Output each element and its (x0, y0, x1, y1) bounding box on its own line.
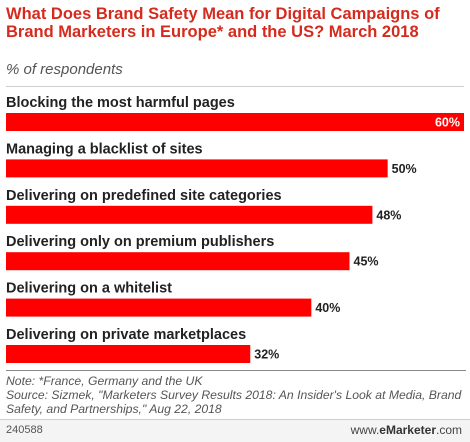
bar-chart: Blocking the most harmful pages 60% Managi… (6, 95, 464, 363)
bar (6, 252, 350, 271)
footnote: Note: *France, Germany and the UK Source… (6, 370, 466, 416)
value-label: 48% (376, 208, 401, 222)
value-label: 50% (392, 162, 417, 176)
footnote-note: Note: *France, Germany and the UK (6, 374, 203, 388)
footer: 240588 www.eMarketer.com (0, 419, 470, 442)
category-label: Blocking the most harmful pages (6, 95, 235, 111)
value-label: 45% (354, 255, 379, 269)
brand-link[interactable]: www.eMarketer.com (351, 423, 462, 437)
bar (6, 345, 251, 363)
brand-suffix: .com (435, 423, 462, 437)
chart-subtitle: % of respondents (6, 61, 123, 78)
bar (6, 205, 373, 224)
chart-title: What Does Brand Safety Mean for Digital … (6, 5, 440, 41)
category-label: Delivering on a whitelist (6, 281, 172, 297)
footnote-source: Source: Sizmek, "Marketers Survey Result… (6, 388, 462, 416)
category-label: Managing a blacklist of sites (6, 141, 203, 157)
value-label: 40% (315, 301, 340, 315)
value-label: 60% (435, 116, 460, 130)
brand-prefix: www. (350, 423, 380, 437)
category-label: Delivering on private marketplaces (6, 327, 246, 343)
brand-name: eMarketer (379, 423, 436, 437)
category-label: Delivering only on premium publishers (6, 234, 274, 250)
bar (6, 298, 312, 317)
value-label: 32% (254, 348, 279, 362)
category-label: Delivering on predefined site categories (6, 188, 282, 204)
header-divider (6, 86, 464, 87)
bar (6, 159, 388, 178)
chart-id: 240588 (6, 424, 43, 436)
bar (6, 113, 464, 131)
